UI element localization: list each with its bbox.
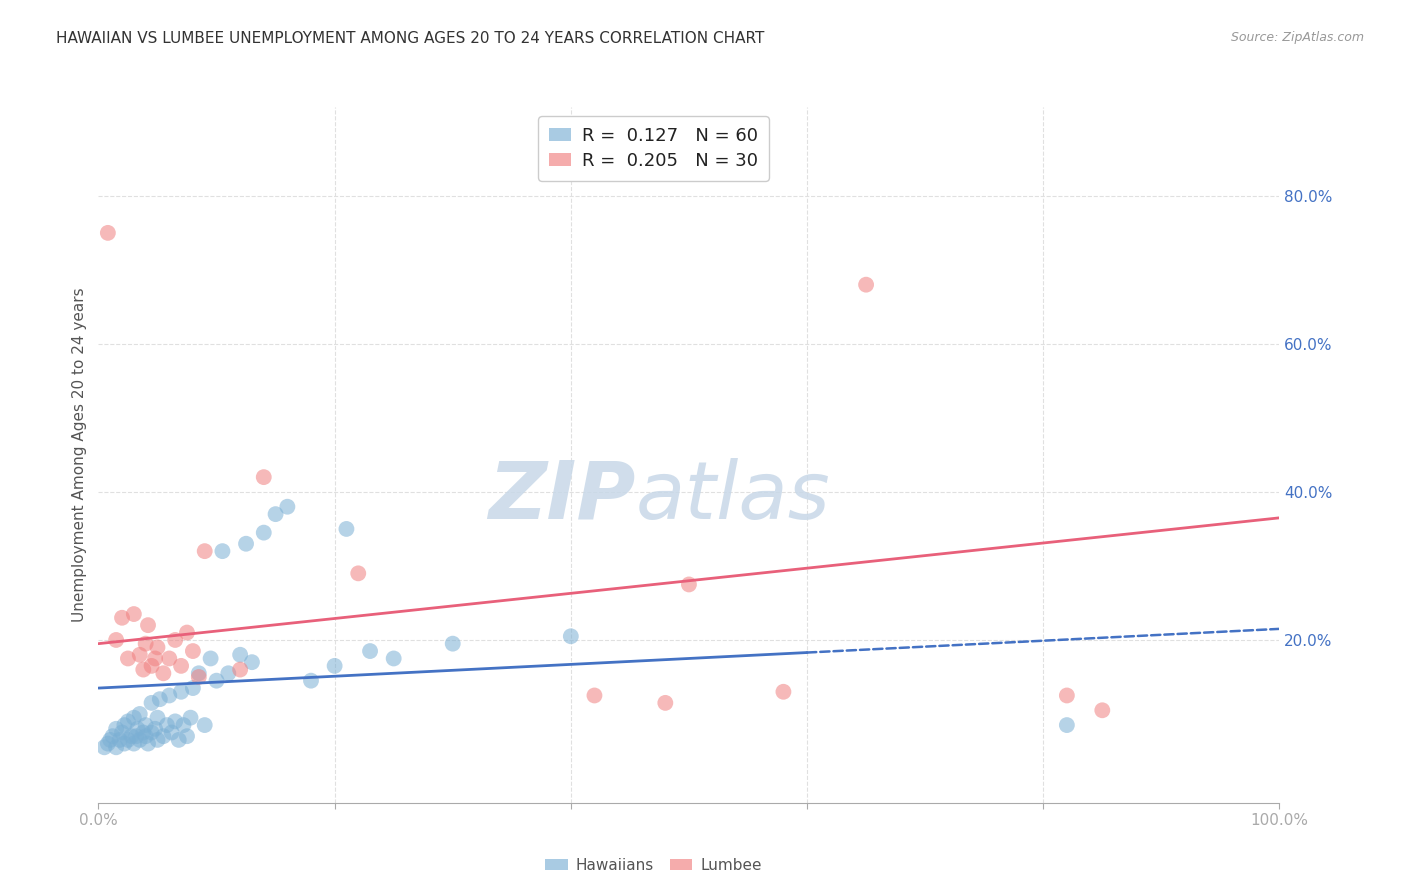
Point: [105, 722, 128, 736]
Point: [132, 725, 155, 739]
Point: [135, 718, 157, 732]
Point: [176, 625, 198, 640]
Point: [156, 718, 179, 732]
Point: [143, 722, 166, 736]
Point: [187, 666, 209, 681]
Point: [117, 651, 139, 665]
Point: [194, 718, 217, 732]
Point: [152, 729, 174, 743]
Point: [170, 658, 193, 673]
Point: [205, 673, 228, 688]
Point: [181, 644, 204, 658]
Point: [98, 732, 121, 747]
Point: [180, 711, 202, 725]
Point: [141, 696, 163, 710]
Point: [136, 618, 159, 632]
Point: [1091, 703, 1114, 717]
Point: [157, 651, 180, 665]
Point: [122, 737, 145, 751]
Point: [560, 629, 582, 643]
Point: [299, 673, 322, 688]
Point: [135, 637, 157, 651]
Text: Source: ZipAtlas.com: Source: ZipAtlas.com: [1230, 31, 1364, 45]
Point: [136, 737, 159, 751]
Point: [160, 725, 183, 739]
Point: [382, 651, 405, 665]
Point: [128, 648, 150, 662]
Point: [253, 525, 276, 540]
Point: [112, 718, 135, 732]
Point: [127, 722, 149, 736]
Point: [583, 689, 606, 703]
Point: [93, 740, 115, 755]
Point: [176, 729, 198, 743]
Point: [141, 658, 163, 673]
Point: [276, 500, 298, 514]
Point: [200, 651, 222, 665]
Point: [97, 226, 120, 240]
Point: [167, 732, 190, 747]
Point: [181, 681, 204, 695]
Point: [323, 658, 346, 673]
Point: [217, 666, 239, 681]
Legend: Hawaiians, Lumbee: Hawaiians, Lumbee: [540, 852, 768, 879]
Point: [229, 663, 252, 677]
Point: [122, 607, 145, 621]
Point: [121, 729, 143, 743]
Point: [170, 685, 193, 699]
Point: [111, 611, 134, 625]
Point: [654, 696, 676, 710]
Point: [855, 277, 877, 292]
Point: [125, 729, 148, 743]
Point: [143, 651, 166, 665]
Point: [229, 648, 252, 662]
Point: [101, 729, 124, 743]
Point: [146, 640, 169, 655]
Point: [132, 663, 155, 677]
Point: [441, 637, 464, 651]
Point: [146, 732, 169, 747]
Point: [194, 544, 217, 558]
Point: [1056, 718, 1078, 732]
Point: [111, 725, 134, 739]
Point: [117, 714, 139, 729]
Point: [122, 711, 145, 725]
Point: [172, 718, 194, 732]
Point: [141, 725, 163, 739]
Point: [105, 740, 128, 755]
Point: [117, 732, 139, 747]
Point: [187, 670, 209, 684]
Point: [359, 644, 381, 658]
Point: [772, 685, 794, 699]
Text: ZIP: ZIP: [488, 458, 636, 536]
Point: [135, 729, 157, 743]
Text: atlas: atlas: [636, 458, 831, 536]
Point: [152, 666, 174, 681]
Point: [165, 632, 187, 647]
Text: HAWAIIAN VS LUMBEE UNEMPLOYMENT AMONG AGES 20 TO 24 YEARS CORRELATION CHART: HAWAIIAN VS LUMBEE UNEMPLOYMENT AMONG AG…: [56, 31, 765, 46]
Point: [235, 537, 257, 551]
Point: [128, 732, 150, 747]
Point: [264, 507, 287, 521]
Point: [335, 522, 357, 536]
Point: [97, 737, 120, 751]
Point: [347, 566, 370, 581]
Point: [128, 706, 150, 721]
Point: [678, 577, 700, 591]
Point: [165, 714, 187, 729]
Point: [105, 632, 128, 647]
Point: [108, 732, 131, 747]
Point: [240, 655, 263, 669]
Point: [157, 689, 180, 703]
Point: [211, 544, 233, 558]
Point: [149, 692, 172, 706]
Point: [146, 711, 169, 725]
Point: [253, 470, 276, 484]
Y-axis label: Unemployment Among Ages 20 to 24 years: Unemployment Among Ages 20 to 24 years: [72, 287, 87, 623]
Point: [112, 737, 135, 751]
Point: [1056, 689, 1078, 703]
